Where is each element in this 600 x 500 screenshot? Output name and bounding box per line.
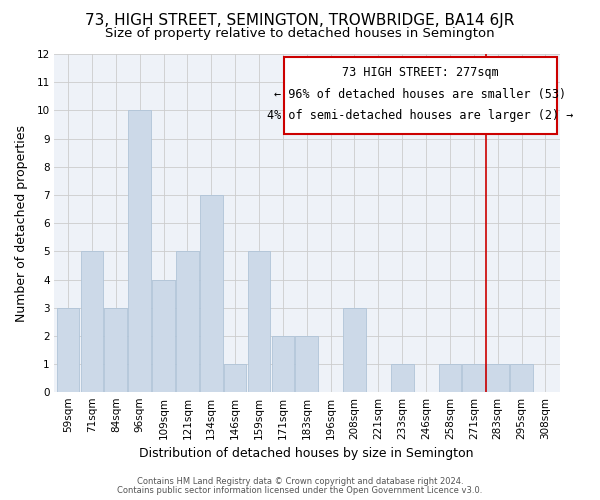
Bar	[391, 364, 413, 392]
Bar	[272, 336, 294, 392]
Y-axis label: Number of detached properties: Number of detached properties	[15, 124, 28, 322]
Bar	[248, 252, 271, 392]
Text: 4% of semi-detached houses are larger (2) →: 4% of semi-detached houses are larger (2…	[268, 110, 574, 122]
Text: 73, HIGH STREET, SEMINGTON, TROWBRIDGE, BA14 6JR: 73, HIGH STREET, SEMINGTON, TROWBRIDGE, …	[85, 12, 515, 28]
Bar	[439, 364, 461, 392]
Bar	[176, 252, 199, 392]
Bar	[510, 364, 533, 392]
Bar	[80, 252, 103, 392]
Bar	[128, 110, 151, 392]
X-axis label: Distribution of detached houses by size in Semington: Distribution of detached houses by size …	[139, 447, 474, 460]
FancyBboxPatch shape	[284, 58, 557, 134]
Bar	[152, 280, 175, 392]
Bar	[57, 308, 79, 392]
Text: Contains public sector information licensed under the Open Government Licence v3: Contains public sector information licen…	[118, 486, 482, 495]
Bar	[104, 308, 127, 392]
Text: Contains HM Land Registry data © Crown copyright and database right 2024.: Contains HM Land Registry data © Crown c…	[137, 477, 463, 486]
Bar	[487, 364, 509, 392]
Bar	[224, 364, 247, 392]
Text: 73 HIGH STREET: 277sqm: 73 HIGH STREET: 277sqm	[342, 66, 499, 79]
Bar	[463, 364, 485, 392]
Text: Size of property relative to detached houses in Semington: Size of property relative to detached ho…	[105, 28, 495, 40]
Text: ← 96% of detached houses are smaller (53): ← 96% of detached houses are smaller (53…	[274, 88, 566, 101]
Bar	[343, 308, 366, 392]
Bar	[295, 336, 318, 392]
Bar	[200, 195, 223, 392]
